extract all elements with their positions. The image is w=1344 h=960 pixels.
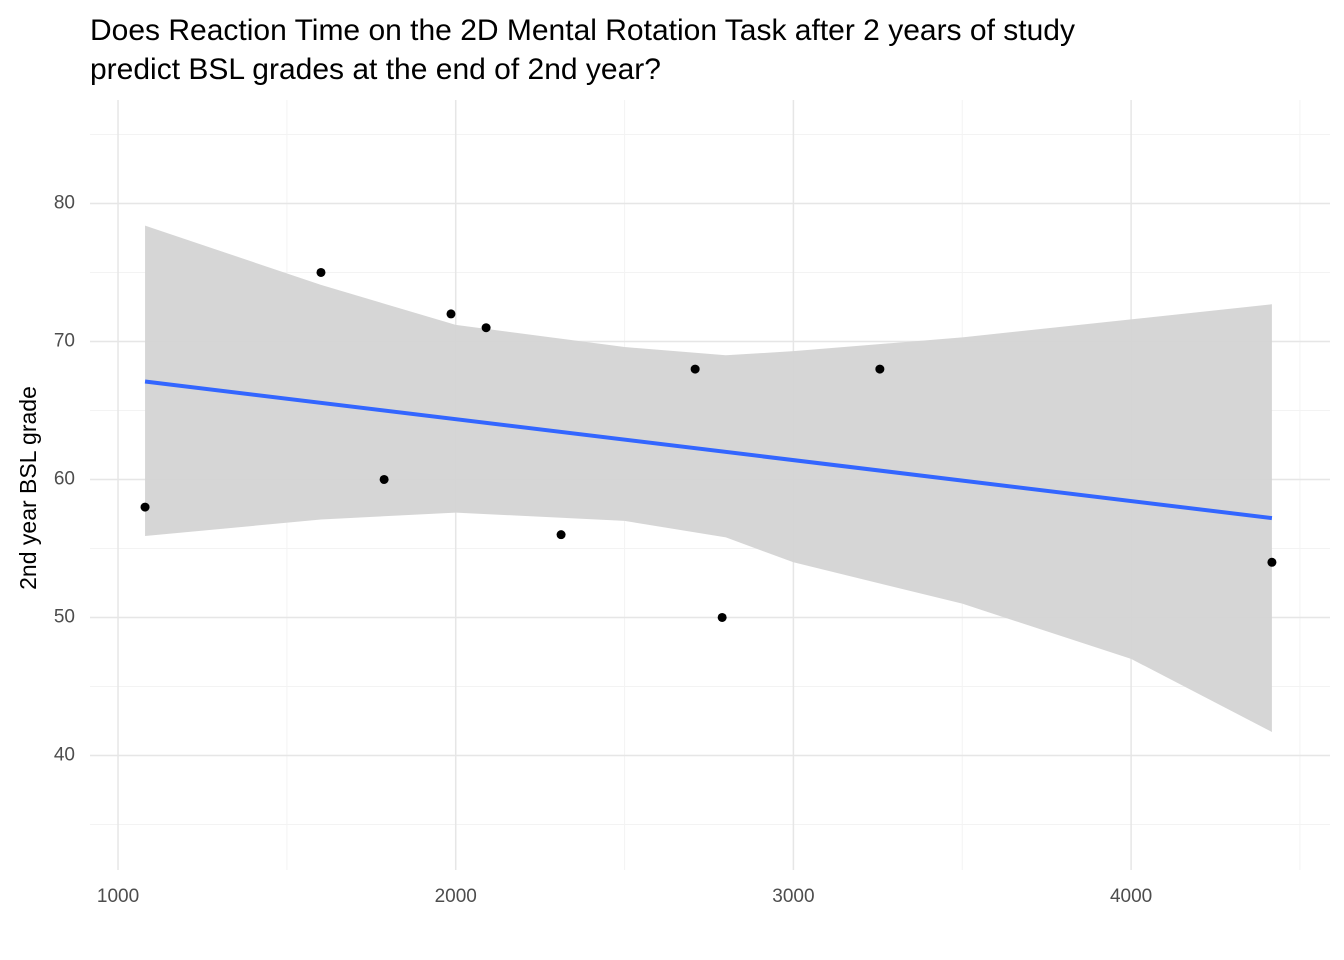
data-point bbox=[717, 612, 727, 622]
x-tick-label: 3000 bbox=[772, 886, 814, 907]
data-point bbox=[690, 364, 700, 374]
y-tick-label: 50 bbox=[54, 606, 75, 627]
fit-line bbox=[144, 379, 1273, 521]
chart-title: predict BSL grades at the end of 2nd yea… bbox=[90, 53, 661, 86]
data-point bbox=[1267, 557, 1277, 567]
y-tick-label: 80 bbox=[54, 193, 75, 214]
chart-title: Does Reaction Time on the 2D Mental Rota… bbox=[90, 14, 1075, 47]
data-point bbox=[140, 502, 150, 512]
data-point bbox=[379, 474, 389, 484]
data-point bbox=[316, 267, 326, 277]
y-tick-label: 40 bbox=[54, 744, 75, 765]
data-point bbox=[481, 323, 491, 333]
data-point bbox=[556, 530, 566, 540]
y-axis-title: 2nd year BSL grade bbox=[15, 386, 41, 590]
confidence-band bbox=[145, 225, 1272, 733]
x-tick-label: 4000 bbox=[1110, 886, 1152, 907]
x-tick-label: 1000 bbox=[97, 886, 139, 907]
y-tick-label: 60 bbox=[54, 468, 75, 489]
x-tick-label: 2000 bbox=[435, 886, 477, 907]
data-point bbox=[446, 309, 456, 319]
y-tick-label: 70 bbox=[54, 331, 75, 352]
data-point bbox=[875, 364, 885, 374]
